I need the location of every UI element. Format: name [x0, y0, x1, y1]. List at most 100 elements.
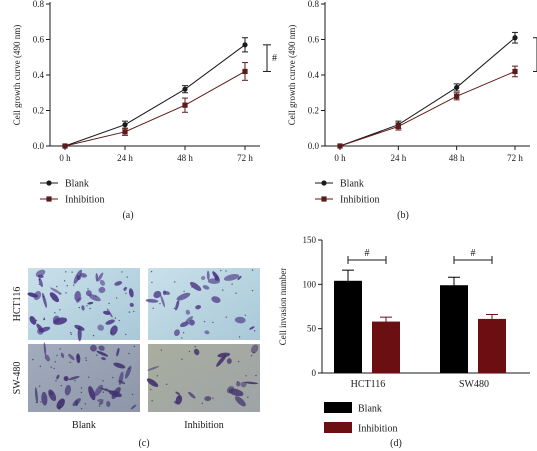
data-point — [122, 122, 128, 128]
membrane-pore — [115, 297, 118, 299]
legend-label: Blank — [358, 404, 382, 415]
y-axis-label: Cell growth curve (490 nm) — [12, 25, 22, 125]
membrane-pore — [194, 346, 196, 348]
stained-cell — [96, 350, 109, 357]
stained-cell — [52, 315, 60, 324]
membrane-pore — [151, 281, 153, 284]
x-tick-label: 72 h — [237, 153, 253, 163]
membrane-pore — [215, 277, 217, 279]
membrane-pore — [160, 349, 163, 351]
stained-cell — [105, 319, 115, 325]
line-chart-a: 0.0 0.2 0.4 0.6 0.8 0 h 24 h 48 h 72 h Cell growt… — [12, 0, 277, 206]
stained-cell — [204, 396, 212, 402]
series-line-blank — [339, 37, 516, 147]
membrane-pore — [133, 310, 135, 313]
membrane-pore — [212, 397, 214, 399]
membrane-pore — [42, 295, 45, 298]
stained-cell — [37, 274, 44, 279]
membrane-pore — [125, 333, 127, 336]
membrane-pore — [238, 336, 241, 338]
y-tick-label: 100 — [303, 279, 317, 289]
stained-cell — [237, 275, 242, 281]
membrane-pore — [128, 311, 131, 313]
membrane-pore — [106, 388, 108, 390]
bar-blank — [334, 280, 362, 373]
data-point — [122, 129, 128, 135]
stained-cell — [147, 366, 160, 371]
membrane-pore — [35, 319, 38, 322]
data-point — [182, 102, 188, 108]
stained-cell — [204, 330, 210, 335]
membrane-pore — [133, 345, 135, 348]
stained-cell — [60, 352, 65, 358]
membrane-pore — [163, 291, 165, 293]
stained-cell — [193, 348, 200, 356]
stained-cell — [98, 401, 104, 405]
stained-cell — [153, 290, 162, 299]
stained-cell — [43, 342, 47, 356]
legend-swatch — [324, 422, 352, 433]
x-tick-label: 0 h — [334, 153, 346, 163]
stained-cell — [35, 269, 46, 277]
stained-cell — [243, 381, 259, 385]
stained-cell — [95, 273, 99, 282]
stained-cell — [207, 278, 221, 284]
cell-stains — [27, 269, 259, 410]
x-tick-label: 0 h — [59, 153, 71, 163]
stained-cell — [206, 270, 210, 281]
legend-label: Blank — [65, 179, 89, 190]
membrane-pore — [182, 332, 185, 334]
x-tick-label: 24 h — [390, 153, 406, 163]
membrane-pore — [80, 391, 83, 394]
stained-cell — [77, 326, 82, 342]
data-point — [512, 68, 518, 75]
stained-cell — [113, 362, 126, 369]
legend-label: Inhibition — [65, 195, 104, 206]
stained-cell — [76, 353, 81, 364]
data-point — [242, 42, 248, 48]
membrane-pore — [38, 278, 41, 281]
series-line-inhibition — [64, 71, 246, 147]
stained-cell — [44, 354, 51, 362]
stained-cell — [145, 298, 159, 303]
micro-row-label-sw480: SW-480 — [12, 362, 23, 395]
bar-chart-d: 0 50 100 150 Cell invasion number # HCT116 # SW4… — [278, 235, 530, 435]
stained-cell — [64, 384, 72, 396]
significance-label: # — [471, 248, 476, 259]
stained-cell — [108, 390, 122, 398]
stained-cell — [68, 376, 80, 381]
data-point — [337, 143, 343, 149]
stained-cell — [189, 281, 202, 291]
membrane-pore — [244, 314, 247, 316]
bar-inhibition — [372, 321, 400, 373]
membrane-pore — [121, 271, 123, 273]
membrane-pore — [181, 337, 183, 339]
membrane-pore — [231, 283, 233, 285]
stained-cell — [38, 326, 51, 333]
membrane-pore — [151, 400, 153, 402]
y-axis-label: Cell growth curve (490 nm) — [287, 25, 297, 125]
stained-cell — [200, 275, 206, 280]
x-tick-label: SW480 — [459, 379, 489, 390]
data-point — [242, 68, 248, 75]
membrane-pore — [59, 293, 61, 295]
stained-cell — [249, 326, 255, 330]
stained-cell — [101, 357, 106, 361]
membrane-pore — [38, 385, 41, 387]
stained-cell — [88, 294, 101, 302]
membrane-pore — [70, 332, 72, 334]
stained-cell — [128, 288, 134, 298]
stained-cell — [124, 365, 132, 379]
stained-cell — [74, 290, 81, 302]
membrane-pore — [203, 320, 206, 323]
membrane-pore — [80, 387, 83, 389]
stained-cell — [129, 302, 134, 307]
data-point — [62, 143, 68, 149]
membrane-pore — [191, 286, 193, 288]
membrane-pore — [251, 289, 254, 292]
membrane-pore — [176, 301, 179, 303]
y-tick-label: 50 — [307, 324, 317, 334]
series-line-blank — [64, 44, 246, 147]
y-tick-label: 0.8 — [33, 0, 45, 9]
